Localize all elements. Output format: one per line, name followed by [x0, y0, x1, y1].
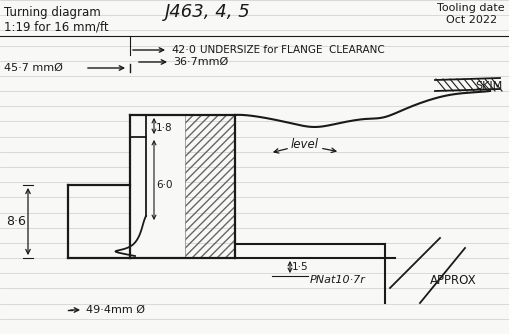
Text: UNDERSIZE for FLANGE  CLEARANC: UNDERSIZE for FLANGE CLEARANC: [200, 45, 385, 55]
Text: level: level: [291, 139, 319, 152]
Text: 1·5: 1·5: [292, 262, 308, 272]
Text: Tooling date
Oct 2022: Tooling date Oct 2022: [437, 3, 505, 25]
Text: 49·4mm Ø: 49·4mm Ø: [86, 305, 145, 315]
Text: 45·7 mmØ: 45·7 mmØ: [4, 63, 63, 73]
Text: APPROX: APPROX: [430, 274, 476, 287]
Text: 1·8: 1·8: [156, 123, 173, 133]
Text: 8·6: 8·6: [6, 215, 26, 228]
Text: Turning diagram: Turning diagram: [4, 6, 101, 19]
Text: J463, 4, 5: J463, 4, 5: [165, 3, 251, 21]
Text: 36·7mmØ: 36·7mmØ: [173, 57, 228, 67]
Text: PNat10·7r: PNat10·7r: [310, 275, 366, 285]
Polygon shape: [130, 115, 185, 258]
Text: SKIM: SKIM: [476, 81, 503, 91]
Text: 6·0: 6·0: [156, 180, 173, 190]
Text: 1:19 for 16 mm/ft: 1:19 for 16 mm/ft: [4, 20, 108, 33]
Text: 42·0: 42·0: [171, 45, 196, 55]
